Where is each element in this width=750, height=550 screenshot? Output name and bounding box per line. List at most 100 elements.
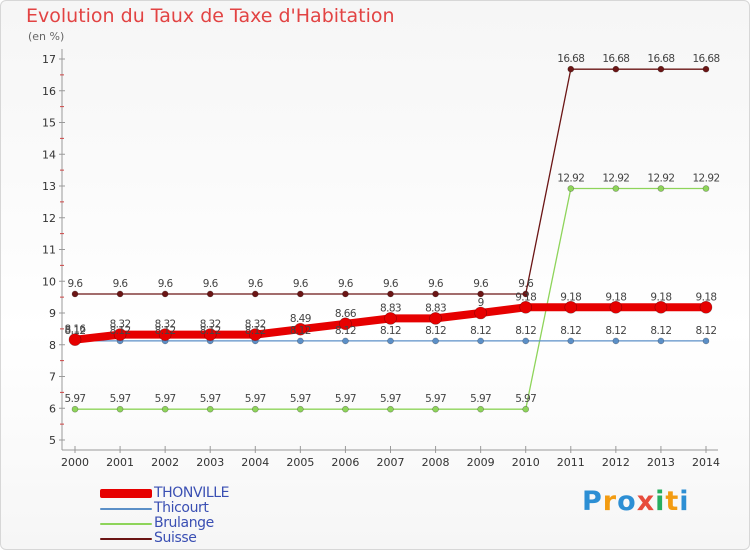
data-point-brulange bbox=[567, 185, 575, 192]
data-label-thonville: 9.18 bbox=[515, 291, 536, 303]
data-label-thicourt: 8.12 bbox=[470, 325, 491, 337]
x-tick-label: 2006 bbox=[331, 456, 359, 469]
data-label-thicourt: 8.12 bbox=[696, 325, 717, 337]
x-tick-label: 2007 bbox=[377, 456, 405, 469]
y-tick-label: 15 bbox=[42, 117, 56, 130]
data-label-thicourt: 8.12 bbox=[335, 325, 356, 337]
data-label-brulange: 5.97 bbox=[380, 393, 401, 405]
data-label-thonville: 8.32 bbox=[155, 319, 176, 331]
data-point-suisse bbox=[342, 290, 349, 298]
y-tick-label: 16 bbox=[42, 85, 56, 98]
x-tick-label: 2010 bbox=[512, 456, 540, 469]
y-tick-label: 14 bbox=[42, 148, 56, 161]
data-point-thicourt bbox=[432, 337, 439, 345]
data-label-brulange: 12.92 bbox=[557, 173, 584, 185]
data-point-suisse bbox=[387, 290, 394, 298]
data-point-suisse bbox=[612, 65, 620, 73]
y-unit-label: (en %) bbox=[28, 30, 65, 43]
data-label-brulange: 5.97 bbox=[200, 393, 221, 405]
x-tick-label: 2000 bbox=[61, 456, 89, 469]
data-point-thonville bbox=[203, 328, 217, 341]
data-point-thicourt bbox=[387, 337, 394, 345]
legend-swatch-brulange bbox=[100, 523, 152, 525]
data-label-brulange: 5.97 bbox=[335, 393, 356, 405]
data-point-suisse bbox=[116, 290, 124, 298]
data-label-brulange: 12.92 bbox=[692, 173, 719, 185]
x-tick-label: 2011 bbox=[557, 456, 585, 469]
data-label-brulange: 5.97 bbox=[515, 393, 536, 405]
legend-label-brulange: Brulange bbox=[154, 515, 214, 531]
data-label-suisse: 9.6 bbox=[248, 278, 264, 290]
data-label-suisse: 9.6 bbox=[473, 278, 489, 290]
data-point-suisse bbox=[297, 290, 304, 298]
data-label-thonville: 9 bbox=[478, 297, 484, 309]
data-point-thicourt bbox=[297, 337, 304, 345]
data-point-brulange bbox=[432, 405, 439, 413]
proxiti-logo: Proxiti bbox=[582, 486, 690, 517]
data-label-thonville: 8.49 bbox=[290, 313, 311, 325]
legend-label-thicourt: Thicourt bbox=[154, 500, 209, 516]
data-label-thicourt: 8.12 bbox=[650, 325, 671, 337]
data-label-thonville: 9.18 bbox=[696, 291, 717, 303]
data-point-thonville bbox=[384, 312, 397, 325]
data-label-thicourt: 8.12 bbox=[110, 325, 131, 337]
data-point-brulange bbox=[116, 405, 124, 413]
data-label-suisse: 16.68 bbox=[692, 53, 719, 65]
data-label-thonville: 8.32 bbox=[110, 319, 131, 331]
logo-letter: i bbox=[655, 486, 666, 517]
data-point-suisse bbox=[522, 290, 530, 298]
data-point-suisse bbox=[206, 290, 214, 298]
data-label-thicourt: 8.12 bbox=[290, 325, 311, 337]
data-label-thicourt: 8.12 bbox=[200, 325, 221, 337]
data-label-suisse: 9.6 bbox=[203, 278, 219, 290]
x-tick-label: 2001 bbox=[106, 456, 134, 469]
data-point-brulange bbox=[657, 185, 665, 192]
logo-letter: x bbox=[636, 486, 656, 517]
data-label-suisse: 9.6 bbox=[158, 278, 174, 290]
x-tick-label: 2012 bbox=[602, 456, 630, 469]
data-point-brulange bbox=[71, 405, 79, 413]
data-label-thonville: 8.32 bbox=[200, 319, 221, 331]
data-point-thicourt bbox=[702, 337, 710, 345]
data-point-suisse bbox=[657, 65, 665, 73]
data-label-thonville: 9.18 bbox=[605, 291, 626, 303]
y-tick-label: 8 bbox=[49, 339, 56, 352]
y-tick-label: 11 bbox=[42, 244, 56, 257]
data-point-thicourt bbox=[342, 337, 349, 345]
y-tick-label: 6 bbox=[49, 402, 56, 415]
data-label-suisse: 9.6 bbox=[428, 278, 444, 290]
data-point-suisse bbox=[567, 65, 575, 73]
data-label-thicourt: 8.12 bbox=[515, 325, 536, 337]
data-label-brulange: 5.97 bbox=[470, 393, 491, 405]
data-label-brulange: 5.97 bbox=[425, 393, 446, 405]
y-tick-label: 12 bbox=[42, 212, 56, 225]
data-point-thonville bbox=[429, 312, 442, 325]
data-label-thicourt: 8.12 bbox=[380, 325, 401, 337]
logo-letter: o bbox=[617, 486, 637, 517]
data-point-thonville bbox=[68, 333, 82, 346]
data-label-brulange: 12.92 bbox=[647, 173, 674, 185]
x-tick-label: 2002 bbox=[151, 456, 179, 469]
data-point-suisse bbox=[161, 290, 169, 298]
legend-swatch-thicourt bbox=[100, 508, 152, 510]
legend-label-suisse: Suisse bbox=[154, 530, 197, 546]
data-point-thicourt bbox=[477, 337, 484, 345]
data-point-thicourt bbox=[522, 337, 530, 345]
data-label-brulange: 5.97 bbox=[290, 393, 311, 405]
legend-label-thonville: THONVILLE bbox=[154, 485, 230, 501]
y-tick-label: 7 bbox=[49, 371, 56, 384]
data-point-brulange bbox=[612, 185, 620, 192]
legend-swatch-thonville bbox=[100, 489, 152, 498]
data-point-thicourt bbox=[612, 337, 620, 345]
x-tick-label: 2004 bbox=[241, 456, 269, 469]
x-tick-label: 2003 bbox=[196, 456, 224, 469]
data-point-thonville bbox=[158, 328, 172, 341]
data-label-suisse: 9.6 bbox=[518, 278, 534, 290]
data-point-brulange bbox=[522, 405, 530, 413]
data-label-thonville: 9.18 bbox=[560, 291, 581, 303]
chart-title: Evolution du Taux de Taxe d'Habitation bbox=[26, 5, 395, 27]
data-point-thonville bbox=[609, 300, 623, 314]
data-label-suisse: 16.68 bbox=[602, 53, 629, 65]
data-label-thicourt: 8.12 bbox=[65, 325, 86, 337]
